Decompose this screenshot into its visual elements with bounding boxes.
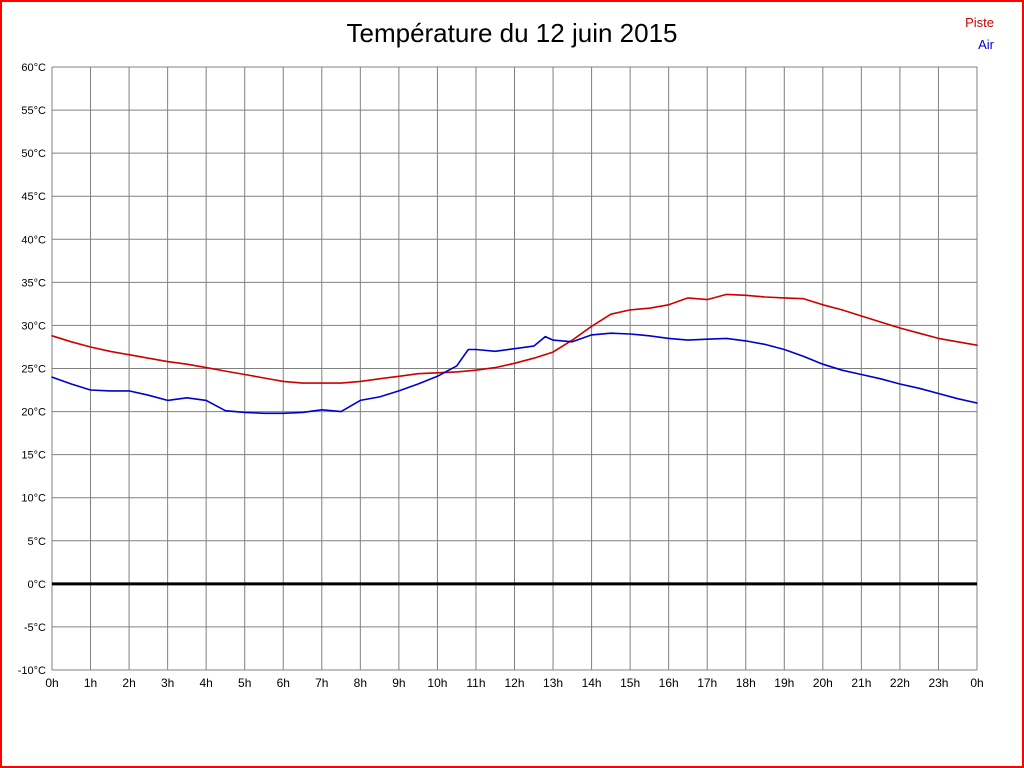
x-axis-tick-label: 8h (354, 676, 367, 690)
x-axis-tick-label: 2h (122, 676, 135, 690)
x-axis-tick-label: 0h (970, 676, 983, 690)
y-axis-tick-label: -10°C (18, 665, 46, 677)
legend-item-piste: Piste (965, 15, 994, 30)
x-axis-tick-label: 19h (774, 676, 794, 690)
x-axis-tick-label: 22h (890, 676, 910, 690)
x-axis-tick-label: 7h (315, 676, 328, 690)
x-axis-tick-label: 0h (45, 676, 58, 690)
y-axis-tick-label: 10°C (21, 493, 46, 505)
y-axis-tick-label: 50°C (21, 148, 46, 160)
y-axis-tick-label: 15°C (21, 450, 46, 462)
y-axis-tick-label: -5°C (24, 622, 46, 634)
x-axis-tick-label: 5h (238, 676, 251, 690)
y-axis-tick-label: 30°C (21, 320, 46, 332)
y-axis-tick-label: 25°C (21, 364, 46, 376)
y-axis-tick-label: 55°C (21, 105, 46, 117)
x-axis-tick-label: 3h (161, 676, 174, 690)
x-axis-tick-label: 15h (620, 676, 640, 690)
y-axis-tick-label: 60°C (21, 62, 46, 74)
y-axis-tick-label: 45°C (21, 191, 46, 203)
x-axis-tick-label: 13h (543, 676, 563, 690)
y-axis-tick-label: 5°C (28, 536, 47, 548)
y-axis-tick-label: 20°C (21, 407, 46, 419)
x-axis-tick-label: 18h (736, 676, 756, 690)
chart-legend: Piste Air (965, 12, 994, 56)
y-axis-tick-label: 0°C (28, 579, 47, 591)
series-line-piste (51, 293, 978, 384)
x-axis-tick-label: 14h (582, 676, 602, 690)
chart-title: Température du 12 juin 2015 (346, 18, 678, 48)
y-axis-tick-label: 35°C (21, 277, 46, 289)
x-axis-tick-label: 11h (466, 676, 485, 690)
y-axis-tick-label: 40°C (21, 234, 46, 246)
x-axis-tick-label: 6h (277, 676, 290, 690)
x-axis-tick-label: 17h (697, 676, 717, 690)
x-axis-tick-label: 23h (928, 676, 948, 690)
x-axis-tick-label: 20h (813, 676, 833, 690)
series-line-air (51, 332, 978, 415)
legend-item-air: Air (978, 37, 994, 52)
x-axis-tick-label: 12h (504, 676, 524, 690)
x-axis-tick-label: 16h (659, 676, 679, 690)
x-axis-tick-label: 4h (199, 676, 212, 690)
x-axis-tick-label: 21h (851, 676, 871, 690)
x-axis-tick-label: 9h (392, 676, 405, 690)
x-axis-tick-label: 1h (84, 676, 97, 690)
x-axis-tick-label: 10h (427, 676, 447, 690)
